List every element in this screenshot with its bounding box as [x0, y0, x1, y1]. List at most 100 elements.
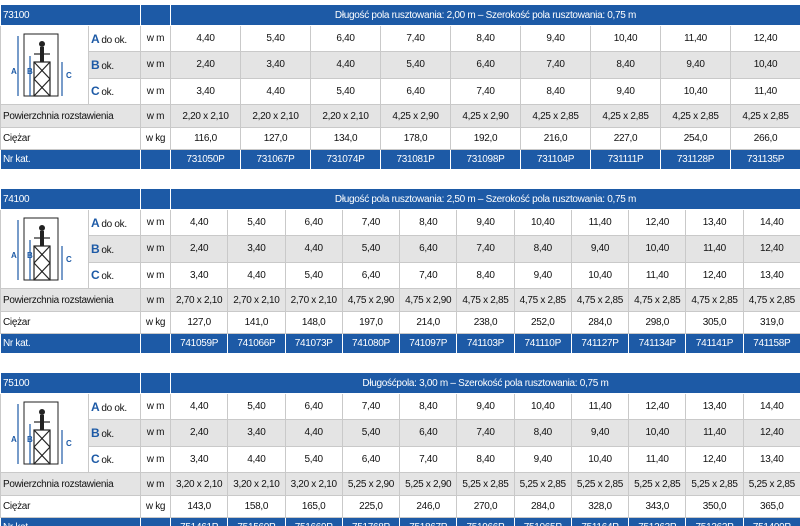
value: 731128P [660, 149, 731, 170]
value: 7,40 [456, 235, 515, 263]
value: 5,25 x 2,85 [513, 472, 572, 496]
value: 2,40 [169, 419, 229, 447]
value: 4,75 x 2,85 [742, 288, 800, 312]
value: 6,40 [399, 419, 458, 447]
value: 305,0 [685, 311, 744, 334]
head [38, 225, 45, 231]
value: 4,75 x 2,90 [399, 288, 458, 312]
scaffold-icon: A B C [11, 33, 72, 97]
value: 5,40 [227, 392, 286, 421]
value: 7,40 [399, 445, 458, 474]
value: 13,40 [685, 208, 744, 237]
catalog-row: Nr kat. 731050P 731067P 731074P 731081P 73109… [0, 149, 800, 170]
value: 741059P [169, 333, 229, 354]
value: 751461P [169, 517, 229, 526]
icon-cell: A B C [0, 393, 89, 473]
value: 252,0 [513, 311, 572, 334]
table-header: Długość pola rusztowania: 2,00 m – Szero… [170, 4, 800, 26]
value: 741134P [628, 333, 687, 354]
row-letter: C [91, 452, 100, 467]
value: 298,0 [628, 311, 687, 334]
value: 254,0 [660, 127, 731, 150]
table-header: Długośćpola: 3,00 m – Szerokość pola rus… [170, 372, 800, 394]
value: 741097P [399, 333, 458, 354]
value: 6,40 [284, 392, 343, 421]
unit [140, 517, 171, 526]
value: 197,0 [341, 311, 401, 334]
value: 284,0 [570, 311, 630, 334]
icon-letter: C [66, 71, 72, 80]
value: 12,40 [742, 419, 800, 447]
unit: w m [140, 104, 171, 128]
icon-letter: C [66, 255, 72, 264]
value: 4,75 x 2,90 [341, 288, 401, 312]
value: 9,40 [590, 77, 661, 106]
icon-letter: A [11, 67, 17, 76]
value: 7,40 [399, 261, 458, 290]
row-label-text: ok. [101, 455, 114, 467]
value: 7,40 [520, 51, 591, 79]
header-spacer [140, 372, 171, 394]
value: 116,0 [170, 127, 241, 150]
icon-cell: A B C [0, 209, 89, 289]
value: 270,0 [456, 495, 515, 518]
value: 731067P [240, 149, 311, 170]
value: 5,25 x 2,85 [685, 472, 744, 496]
unit: w kg [140, 127, 171, 150]
value: 11,40 [685, 235, 744, 263]
value: 12,40 [685, 261, 744, 290]
header-row: 73100 Długość pola rusztowania: 2,00 m – … [0, 4, 800, 26]
value: 5,40 [341, 419, 401, 447]
value: 13,40 [742, 261, 800, 290]
value: 10,40 [628, 235, 687, 263]
value: 5,40 [310, 77, 381, 106]
row-label-text: ok. [101, 244, 114, 256]
brace [33, 78, 50, 97]
spec-table: 73100 Długość pola rusztowania: 2,00 m – … [0, 4, 800, 170]
icon-letter: A [11, 435, 17, 444]
row-label: Nr kat. [0, 149, 141, 170]
value: 11,40 [660, 24, 731, 53]
value: 365,0 [742, 495, 800, 518]
header-spacer [140, 188, 171, 210]
value: 751164P [570, 517, 630, 526]
table-code: 73100 [0, 4, 141, 26]
value: 11,40 [570, 392, 630, 421]
value: 4,25 x 2,90 [380, 104, 451, 128]
value: 3,40 [169, 445, 229, 474]
body [39, 47, 44, 62]
row-label-text: ok. [101, 271, 114, 283]
value: 2,20 x 2,10 [170, 104, 241, 128]
value: 2,40 [170, 51, 241, 79]
tower [32, 245, 51, 281]
brace [33, 61, 50, 80]
value: 12,40 [628, 392, 687, 421]
unit: w m [140, 77, 171, 106]
icon-letter: C [66, 439, 72, 448]
head [38, 409, 45, 415]
row-label-text: do ok. [101, 402, 127, 414]
row-label: Powierzchnia rozstawienia [0, 288, 141, 312]
value: 741080P [341, 333, 401, 354]
row-letter: C [91, 268, 100, 283]
row-label-text: do ok. [101, 218, 127, 230]
value: 6,40 [380, 77, 451, 106]
row-label: Nr kat. [0, 517, 141, 526]
value: 8,40 [520, 77, 591, 106]
value: 143,0 [169, 495, 229, 518]
row-label-text: ok. [101, 60, 114, 72]
value: 214,0 [399, 311, 458, 334]
value: 5,40 [380, 51, 451, 79]
value: 751669P [284, 517, 343, 526]
value: 751768P [341, 517, 401, 526]
value: 8,40 [513, 235, 572, 263]
catalog-row: Nr kat. 751461P751560P751669P751768P75186… [0, 517, 800, 526]
value: 192,0 [450, 127, 521, 150]
value: 127,0 [240, 127, 311, 150]
